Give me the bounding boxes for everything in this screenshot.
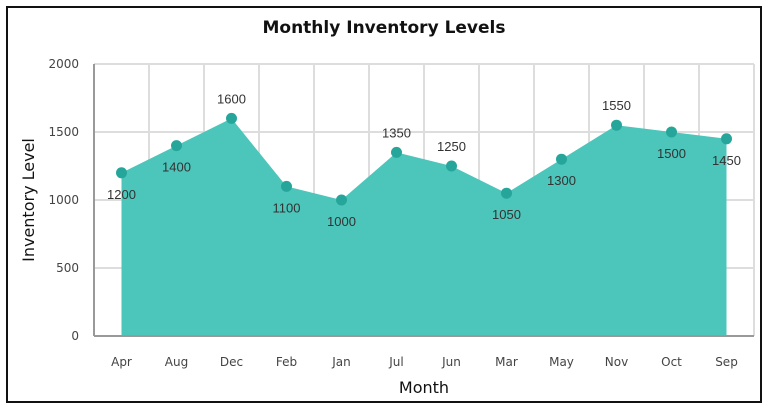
x-tick-label: May bbox=[549, 355, 574, 369]
data-label: 1000 bbox=[327, 214, 356, 229]
data-point[interactable] bbox=[171, 140, 182, 152]
data-label: 1100 bbox=[273, 200, 301, 215]
data-point[interactable] bbox=[666, 126, 677, 138]
x-tick-label: Feb bbox=[276, 355, 297, 369]
y-tick-label: 1500 bbox=[48, 125, 79, 139]
x-axis-title: Month bbox=[399, 378, 449, 397]
data-label: 1200 bbox=[107, 187, 136, 202]
y-tick-label: 1000 bbox=[48, 193, 79, 207]
data-label: 1550 bbox=[602, 98, 631, 113]
data-point[interactable] bbox=[611, 119, 622, 131]
chart-title: Monthly Inventory Levels bbox=[262, 18, 506, 38]
x-tick-label: Dec bbox=[220, 355, 243, 369]
data-points bbox=[116, 112, 732, 206]
data-point[interactable] bbox=[501, 187, 512, 199]
area-fill bbox=[121, 118, 727, 337]
data-point[interactable] bbox=[446, 160, 457, 172]
data-label: 1050 bbox=[492, 207, 521, 222]
data-label: 1400 bbox=[162, 160, 191, 175]
axes bbox=[93, 64, 754, 337]
data-point[interactable] bbox=[336, 194, 347, 206]
y-axis-title: Inventory Level bbox=[19, 138, 38, 262]
x-tick-label: Mar bbox=[495, 355, 518, 369]
x-tick-label: Jul bbox=[388, 355, 403, 369]
data-label: 1350 bbox=[382, 125, 411, 140]
y-tick-label: 500 bbox=[56, 261, 79, 275]
data-label: 1600 bbox=[217, 91, 246, 106]
x-axis-ticks: Apr Aug Dec Feb Jan Jul Jun Mar May Nov Oct Sep bbox=[111, 355, 738, 369]
data-point[interactable] bbox=[116, 167, 127, 179]
x-tick-label: Apr bbox=[111, 355, 132, 369]
x-tick-label: Nov bbox=[605, 355, 628, 369]
data-point[interactable] bbox=[556, 153, 567, 165]
data-point[interactable] bbox=[281, 180, 292, 192]
y-tick-label: 2000 bbox=[48, 57, 79, 71]
x-tick-label: Sep bbox=[715, 355, 738, 369]
data-label: 1250 bbox=[437, 139, 466, 154]
data-label: 1450 bbox=[712, 153, 741, 168]
x-tick-label: Oct bbox=[661, 355, 682, 369]
data-label: 1300 bbox=[547, 173, 576, 188]
data-labels: 1200 1400 1600 1100 1000 1350 1250 1050 1300 1550… bbox=[107, 91, 741, 229]
y-tick-label: 0 bbox=[71, 329, 79, 343]
x-tick-label: Aug bbox=[165, 355, 188, 369]
data-point[interactable] bbox=[226, 112, 237, 124]
data-point[interactable] bbox=[721, 133, 732, 145]
area-series bbox=[121, 118, 727, 337]
x-tick-label: Jun bbox=[441, 355, 461, 369]
y-axis-ticks: 0 500 1000 1500 2000 bbox=[48, 57, 79, 343]
x-tick-label: Jan bbox=[331, 355, 351, 369]
data-point[interactable] bbox=[391, 146, 402, 158]
data-label: 1500 bbox=[657, 146, 686, 161]
